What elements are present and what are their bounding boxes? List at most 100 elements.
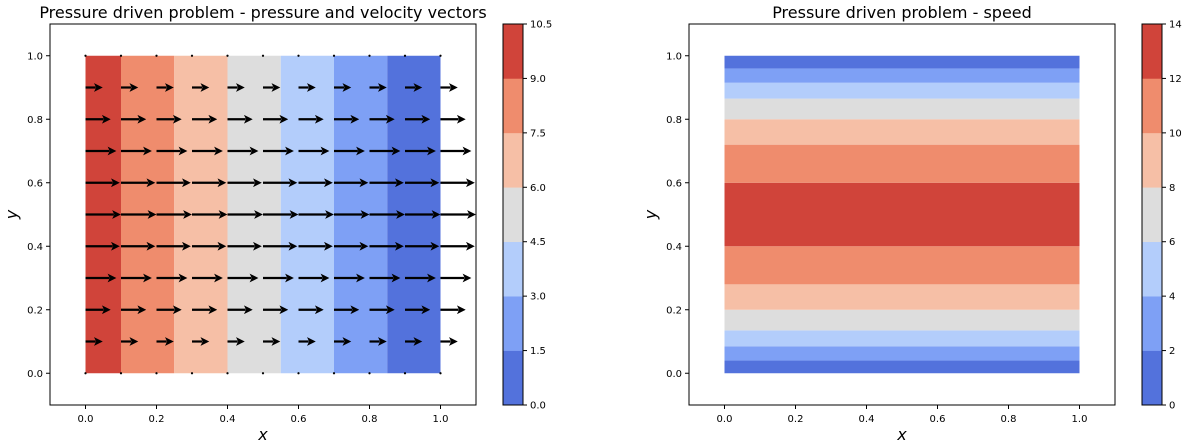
velocity-vector	[439, 54, 442, 57]
velocity-vector	[155, 372, 158, 375]
x-tick-label: 0.6	[291, 414, 307, 425]
colorbar-segment-4	[503, 187, 523, 243]
chart-title: Pressure driven problem - pressure and v…	[39, 3, 486, 22]
velocity-vector	[332, 54, 336, 57]
x-axis-label: x	[896, 425, 907, 444]
y-tick-label: 1.0	[27, 51, 43, 62]
colorbar-tick-label: 12	[1169, 74, 1182, 85]
velocity-vector	[84, 54, 87, 57]
colorbar-tick-label: 10.5	[530, 20, 552, 31]
x-tick-label: 0.6	[930, 414, 946, 425]
y-tick-label: 0.2	[666, 305, 682, 316]
x-axis-label: x	[257, 425, 268, 444]
y-tick-label: 0.2	[27, 305, 43, 316]
colorbar-tick-label: 14	[1169, 20, 1182, 31]
x-tick-label: 0.2	[149, 414, 165, 425]
velocity-vector	[439, 372, 442, 375]
contour-band-1	[724, 360, 1080, 374]
colorbar-tick-label: 6	[1169, 237, 1175, 248]
colorbar-segment-1	[1142, 350, 1162, 406]
y-tick-label: 0.8	[27, 115, 43, 126]
y-tick-label: 0.6	[666, 178, 682, 189]
contour-band-7	[724, 182, 1080, 247]
colorbar-tick-label: 3.0	[530, 292, 546, 303]
velocity-vector	[155, 54, 158, 57]
contour-band-3	[724, 330, 1080, 347]
colorbar-tick-label: 4	[1169, 292, 1175, 303]
colorbar-segment-3	[1142, 241, 1162, 297]
velocity-vector	[403, 372, 407, 375]
y-tick-label: 0.4	[27, 242, 43, 253]
velocity-vector	[119, 372, 123, 375]
chart-title: Pressure driven problem - speed	[772, 3, 1032, 22]
velocity-vector	[119, 54, 123, 57]
x-tick-label: 0.4	[859, 414, 875, 425]
velocity-vector	[368, 372, 371, 375]
colorbar-tick-label: 8	[1169, 183, 1175, 194]
colorbar-segment-2	[1142, 296, 1162, 351]
colorbar-frame	[502, 23, 524, 406]
colorbar-segment-7	[503, 24, 523, 79]
contour-band-9	[724, 119, 1080, 145]
x-tick-label: 1.0	[433, 414, 449, 425]
colorbar-tick-label: 6.0	[530, 183, 546, 194]
colorbar-tick-label: 4.5	[530, 237, 546, 248]
velocity-vector	[84, 372, 87, 375]
x-tick-label: 1.0	[1072, 414, 1088, 425]
colorbar-segment-6	[1142, 78, 1162, 134]
y-axis-label: y	[2, 209, 21, 220]
contour-band-13	[724, 55, 1080, 69]
y-tick-label: 0.0	[666, 369, 682, 380]
contour-band-8	[724, 144, 1080, 183]
y-tick-label: 0.8	[666, 115, 682, 126]
colorbar-tick-label: 1.5	[530, 346, 546, 357]
velocity-vector	[332, 372, 336, 375]
velocity-vector	[226, 372, 229, 375]
velocity-vector	[226, 54, 229, 57]
colorbar-segment-5	[1142, 132, 1162, 188]
contour-band-6	[724, 246, 1080, 285]
x-tick-label: 0.8	[362, 414, 378, 425]
y-tick-label: 1.0	[666, 51, 682, 62]
panel-1: 0.0 0.2 0.4 0.6 0.8 1.0 0.0 0.2 0.4 0.6 0.8 1.0 Pres…	[2, 3, 552, 444]
x-tick-label: 0.8	[1001, 414, 1017, 425]
colorbar-segment-6	[503, 78, 523, 134]
contour-band-5	[724, 284, 1080, 310]
contour-band-2	[724, 346, 1080, 361]
x-tick-label: 0.0	[717, 414, 733, 425]
velocity-vector	[190, 372, 194, 375]
colorbar-tick-label: 10	[1169, 128, 1182, 139]
contour-band-4	[724, 309, 1080, 331]
colorbar-segment-4	[1142, 187, 1162, 243]
velocity-vector	[297, 372, 300, 375]
x-tick-label: 0.4	[220, 414, 236, 425]
y-tick-label: 0.4	[666, 242, 682, 253]
velocity-vector	[368, 54, 371, 57]
colorbar-tick-label: 0	[1169, 401, 1175, 412]
colorbar-frame	[1141, 23, 1163, 406]
colorbar-tick-label: 2	[1169, 346, 1175, 357]
colorbar-tick-label: 0.0	[530, 401, 546, 412]
x-tick-label: 0.0	[78, 414, 94, 425]
colorbar-tick-label: 7.5	[530, 128, 546, 139]
x-tick-label: 0.2	[788, 414, 804, 425]
colorbar-segment-1	[503, 350, 523, 406]
colorbar-segment-5	[503, 132, 523, 188]
panel-2: 0.0 0.2 0.4 0.6 0.8 1.0 0.0 0.2 0.4 0.6 0.8 1.0 Pres…	[641, 3, 1182, 444]
contour-band-12	[724, 68, 1080, 83]
velocity-vector	[297, 54, 300, 57]
axes-frame	[49, 23, 477, 406]
colorbar-segment-7	[1142, 24, 1162, 79]
y-tick-label: 0.0	[27, 369, 43, 380]
velocity-vector	[190, 54, 194, 57]
contour-band-10	[724, 98, 1080, 120]
velocity-vector	[261, 54, 265, 57]
y-axis-label: y	[641, 209, 660, 220]
colorbar-segment-2	[503, 296, 523, 351]
colorbar-tick-label: 9.0	[530, 74, 546, 85]
velocity-vector	[403, 54, 407, 57]
velocity-vector	[261, 372, 265, 375]
colorbar-segment-3	[503, 241, 523, 297]
y-tick-label: 0.6	[27, 178, 43, 189]
